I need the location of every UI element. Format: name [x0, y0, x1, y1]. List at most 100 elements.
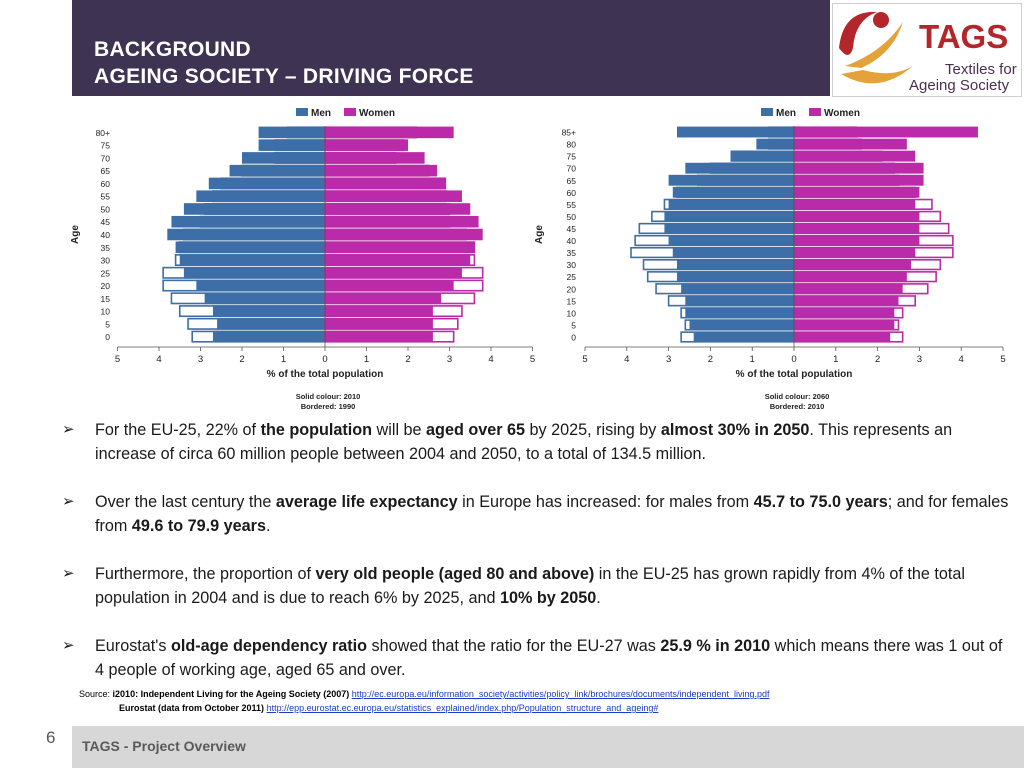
bar-men-35	[175, 241, 325, 254]
pyramid-svg: Men Women05101520253035404550556065707580…	[534, 108, 1006, 411]
bar-women-35	[794, 247, 916, 259]
bullet-text-run: 25.9 % in 2010	[660, 637, 771, 655]
bar-women-40	[325, 228, 483, 241]
bar-men-25	[676, 271, 794, 283]
arrow-bullet-icon: ➢	[62, 637, 75, 654]
legend: Men Women	[296, 108, 395, 119]
bar-men-15	[204, 292, 325, 305]
bar-women-55	[325, 190, 462, 202]
bar-men-60	[208, 177, 325, 190]
bullet-text-run: .	[596, 589, 601, 607]
logo-line-1: Textiles for	[945, 61, 1017, 78]
bar-men-80+	[258, 126, 325, 139]
x-tick-label: 4	[959, 354, 964, 365]
bar-women-30	[325, 254, 471, 266]
bullet-text-run: 49.6 to 79.9 years	[131, 517, 266, 535]
bar-men-80	[756, 138, 794, 150]
bullet-text-run: aged over 65	[426, 421, 526, 439]
source-1-link[interactable]: http://ec.europa.eu/information_society/…	[351, 689, 770, 699]
bullet-item: ➢ Eurostat's old-age dependency ratio sho…	[62, 634, 1014, 682]
bullet-text-run: the population	[260, 421, 373, 439]
bar-men-65	[668, 174, 794, 186]
y-tick-label: 60	[567, 188, 577, 198]
x-tick-label: 2	[708, 354, 713, 365]
logo-name: TAGS	[919, 18, 1008, 55]
bar-women-50	[325, 203, 471, 215]
bullet-text-run: in Europe has increased: for males from	[457, 493, 754, 511]
y-tick-label: 65	[101, 166, 111, 176]
arrow-bullet-icon: ➢	[62, 421, 75, 438]
y-tick-label: 10	[101, 307, 111, 317]
legend-men-label: Men	[776, 108, 796, 119]
bar-women-20	[325, 279, 454, 292]
legend-women-label: Women	[359, 108, 395, 119]
bar-women-25	[794, 271, 907, 283]
bar-men-5	[217, 318, 325, 330]
y-tick-label: 40	[101, 230, 111, 240]
note-bordered: Bordered: 1990	[301, 402, 356, 411]
bar-men-85+	[676, 126, 794, 138]
bar-men-45	[664, 223, 794, 234]
y-axis-title: Age	[534, 225, 545, 244]
x-tick-label: 5	[1000, 354, 1005, 365]
tags-logo: TAGS Textiles for Ageing Society	[832, 3, 1022, 97]
y-tick-label: 25	[101, 268, 111, 278]
x-tick-label: 2	[239, 354, 244, 365]
bar-women-40	[794, 235, 920, 246]
legend-women-swatch	[809, 108, 821, 116]
bullet-text-run: 10% by 2050	[500, 589, 597, 607]
bar-men-10	[212, 305, 325, 317]
y-tick-label: 15	[101, 294, 111, 304]
bullet-list: ➢ For the EU-25, 22% of the population wi…	[62, 418, 1014, 706]
y-tick-label: 70	[567, 164, 577, 174]
y-tick-label: 65	[567, 176, 577, 186]
legend-men-swatch	[761, 108, 773, 116]
bar-women-70	[794, 162, 924, 174]
bullet-text-run: . This represents an increase of circa 6…	[95, 421, 953, 463]
pyramid-chart-2060: Men Women 0 5 10 15 20 25 30 35 40 45 50 55 60 65 70 75 80…	[534, 100, 1006, 412]
bar-women-10	[325, 305, 433, 317]
bullet-text-run: old-age dependency ratio	[170, 637, 368, 655]
y-tick-label: 35	[101, 243, 111, 253]
x-axis-title: % of the total population	[267, 369, 384, 380]
footer-bar: TAGS - Project Overview	[72, 726, 1024, 768]
y-tick-label: 20	[567, 284, 577, 294]
bar-women-60	[794, 186, 920, 198]
bar-women-65	[794, 174, 924, 186]
y-tick-label: 25	[567, 272, 577, 282]
source-line-1: Source: i2010: Independent Living for th…	[79, 687, 770, 701]
arrow-bullet-icon: ➢	[62, 493, 75, 510]
legend-men-label: Men	[311, 108, 331, 119]
legend-women-swatch	[344, 108, 356, 116]
source-2-link[interactable]: http://epp.eurostat.ec.europa.eu/statist…	[266, 703, 659, 713]
y-axis-title: Age	[70, 225, 81, 244]
bar-men-0	[212, 330, 325, 343]
bullet-text-run: ; and for females from	[95, 493, 1009, 535]
y-tick-label: 5	[571, 320, 576, 330]
bullet-text-run: showed that the ratio for the EU-27 was	[367, 637, 661, 655]
legend-women-label: Women	[824, 108, 860, 119]
y-tick-label: 30	[567, 260, 577, 270]
x-tick-label: 2	[405, 354, 410, 365]
sources: Source: i2010: Independent Living for th…	[79, 687, 770, 715]
source-2-title: Eurostat (data from October 2011)	[119, 703, 265, 713]
bar-men-70	[242, 152, 325, 164]
bullet-text-run: by 2025, rising by	[525, 421, 661, 439]
bullet-text-run: very old people (aged 80 and above)	[315, 565, 595, 583]
bullet-item: ➢ For the EU-25, 22% of the population wi…	[62, 418, 1014, 466]
bar-men-0	[693, 331, 794, 343]
bar-women-65	[325, 164, 438, 177]
bar-men-15	[685, 295, 794, 307]
x-tick-label: 3	[917, 354, 922, 365]
bar-women-15	[794, 295, 899, 307]
logo-red-swoosh	[839, 11, 877, 55]
x-tick-label: 3	[447, 354, 452, 365]
x-axis-title: % of the total population	[736, 369, 853, 380]
y-tick-label: 20	[101, 281, 111, 291]
y-tick-label: 15	[567, 296, 577, 306]
bar-men-60	[672, 186, 794, 198]
x-tick-label: 1	[364, 354, 369, 365]
logo-gold-arc	[841, 66, 913, 84]
bar-men-30	[179, 254, 325, 266]
bar-men-55	[196, 190, 325, 202]
